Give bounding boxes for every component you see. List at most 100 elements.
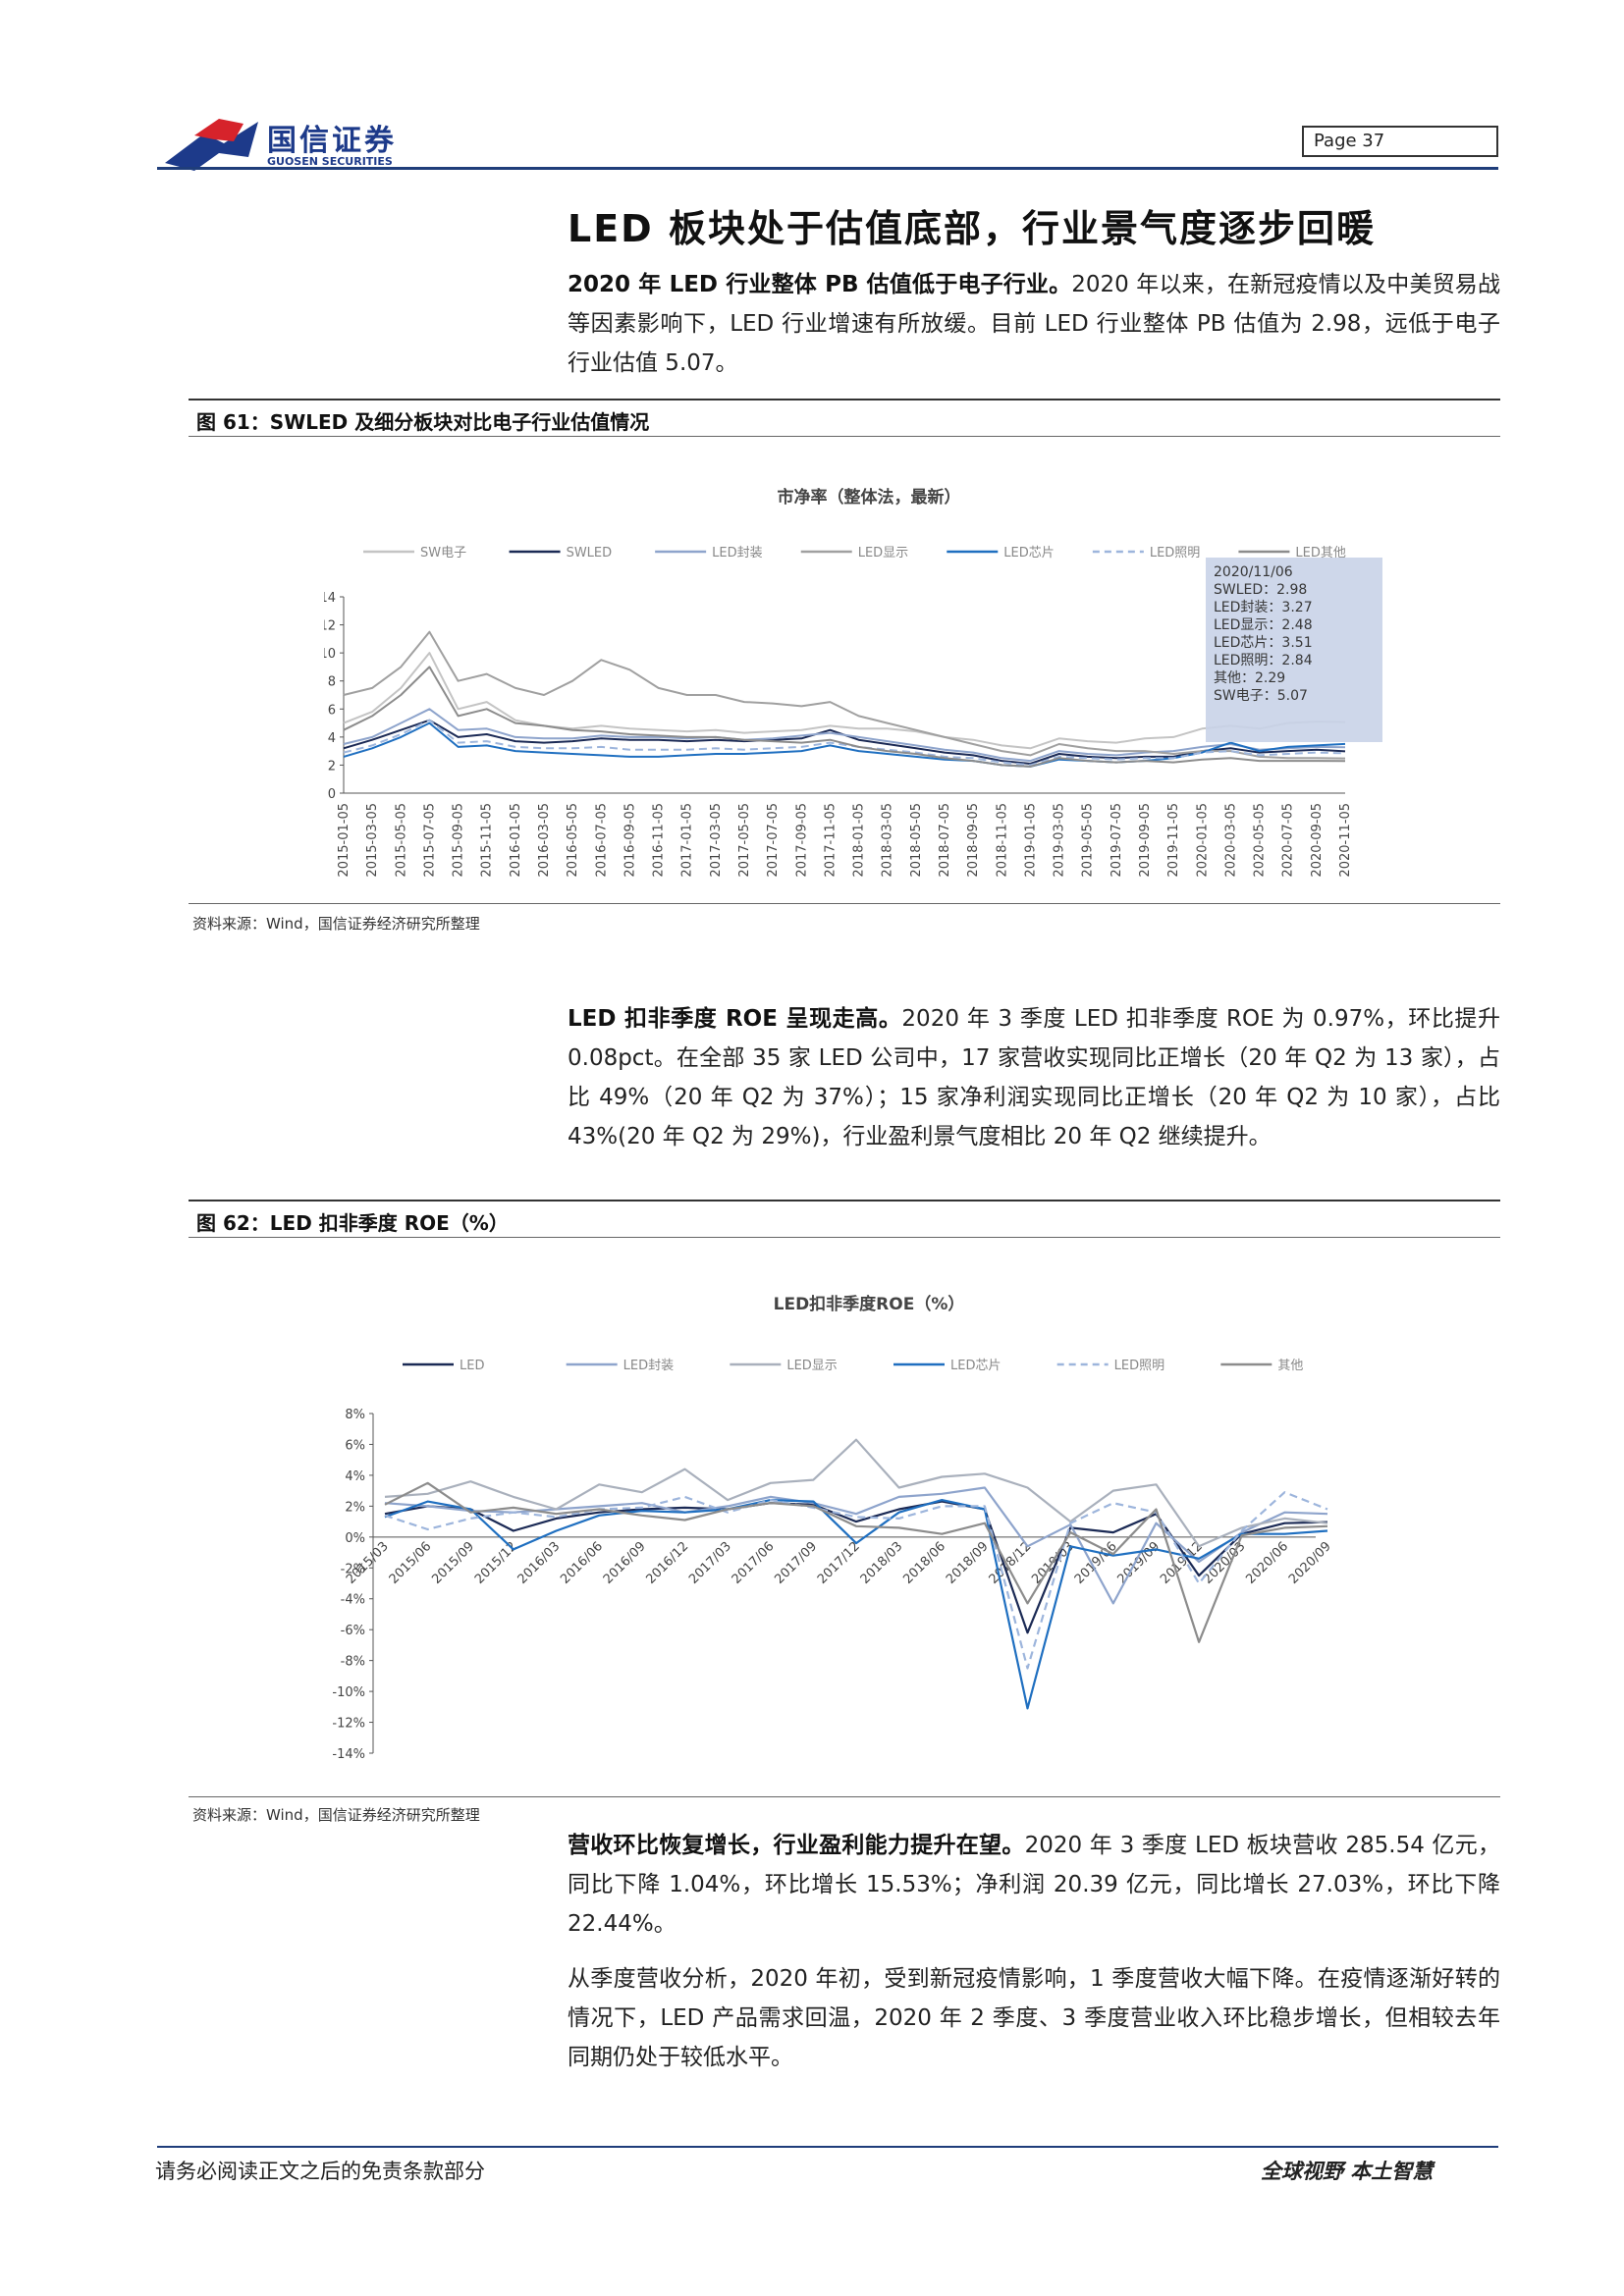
figure-61-bottom-rule — [189, 903, 1500, 904]
legend-label: LED照明 — [1114, 1359, 1164, 1373]
y-tick-label: 12 — [324, 619, 336, 634]
logo-text-cn: 国信证券 — [267, 124, 397, 158]
legend-label: LED显示 — [786, 1359, 837, 1373]
legend-label: LED其他 — [1295, 546, 1345, 561]
paragraph-2-text: 2020 年 3 季度 LED 扣非季度 ROE 为 0.97%，环比提升 0.… — [568, 1006, 1500, 1149]
chart-title: LED扣非季度ROE（%） — [774, 1294, 965, 1314]
y-tick-label: 2 — [328, 759, 336, 774]
paragraph-2-lead: LED 扣非季度 ROE 呈现走高。 — [568, 1006, 902, 1032]
footer-rule — [157, 2146, 1498, 2148]
y-tick-label: -14% — [332, 1747, 365, 1762]
series-line — [384, 1491, 1328, 1670]
x-tick-label: 2015/06 — [387, 1539, 435, 1587]
x-tick-label: 2020-09-05 — [1310, 803, 1325, 878]
x-tick-label: 2017-03-05 — [709, 803, 724, 878]
x-tick-label: 2019/09 — [1114, 1539, 1163, 1587]
series-line — [343, 708, 1346, 763]
figure-62-top-rule — [189, 1200, 1500, 1201]
y-tick-label: 6% — [345, 1438, 365, 1453]
series-line — [343, 666, 1346, 768]
x-tick-label: 2019-07-05 — [1110, 803, 1124, 878]
x-tick-label: 2020-11-05 — [1338, 803, 1353, 878]
x-tick-label: 2015-09-05 — [452, 803, 466, 878]
y-tick-label: 4 — [328, 731, 336, 746]
x-tick-label: 2017/06 — [730, 1539, 778, 1587]
x-tick-label: 2018/09 — [944, 1539, 992, 1587]
figure-62-bottom-rule — [189, 1796, 1500, 1797]
x-tick-label: 2015-11-05 — [480, 803, 495, 878]
tooltip-line: LED芯片：3.51 — [1214, 635, 1313, 651]
x-tick-label: 2016/12 — [643, 1539, 691, 1587]
legend-label: LED封装 — [623, 1359, 674, 1373]
x-tick-label: 2018-11-05 — [995, 803, 1009, 878]
legend-label: LED芯片 — [1003, 546, 1054, 561]
x-tick-label: 2016-09-05 — [623, 803, 637, 878]
x-tick-label: 2018-01-05 — [852, 803, 867, 878]
legend-label: 其他 — [1277, 1359, 1303, 1373]
guosen-logo-icon — [165, 119, 258, 171]
series-line — [384, 1438, 1328, 1548]
figure-61-caption-rule — [189, 436, 1500, 437]
y-tick-label: -4% — [341, 1593, 365, 1608]
y-tick-label: 8% — [345, 1408, 365, 1422]
y-tick-label: -2% — [341, 1562, 365, 1576]
series-line — [343, 652, 1346, 750]
tooltip-line: SW电子：5.07 — [1214, 688, 1308, 704]
x-tick-label: 2015-07-05 — [422, 803, 437, 878]
x-tick-label: 2016/06 — [558, 1539, 606, 1587]
legend-label: SWLED — [567, 546, 613, 561]
x-tick-label: 2016-01-05 — [509, 803, 523, 878]
figure-61-source: 资料来源：Wind，国信证券经济研究所整理 — [192, 915, 480, 933]
x-tick-label: 2020-05-05 — [1253, 803, 1268, 878]
figure-62-caption: 图 62：LED 扣非季度 ROE（%） — [196, 1211, 509, 1235]
y-tick-label: 0% — [345, 1531, 365, 1546]
y-tick-label: -10% — [332, 1685, 365, 1700]
paragraph-3-text: 2020 年 3 季度 LED 板块营收 285.54 亿元，同比下降 1.04… — [568, 1833, 1500, 1937]
legend-label: LED显示 — [858, 546, 908, 561]
paragraph-3-lead: 营收环比恢复增长，行业盈利能力提升在望。 — [568, 1833, 1025, 1858]
pb-valuation-chart: 市净率（整体法，最新） SW电子 SWLED LED封装 LED显示 LED芯片 LED照明… — [324, 487, 1353, 878]
x-tick-label: 2015-01-05 — [337, 803, 352, 878]
x-tick-label: 2016/09 — [601, 1539, 649, 1587]
x-tick-label: 2015/12 — [472, 1539, 520, 1587]
chart-title: 市净率（整体法，最新） — [778, 487, 961, 507]
disclaimer-note: 请务必阅读正文之后的免责条款部分 — [155, 2160, 485, 2183]
tooltip-line: 其他：2.29 — [1214, 670, 1286, 686]
chart-tooltip: 2020/11/06 SWLED：2.98 LED封装：3.27 LED显示：2… — [1206, 558, 1382, 742]
x-tick-label: 2020-07-05 — [1281, 803, 1296, 878]
paragraph-1-text: 2020 年以来，在新冠疫情以及中美贸易战等因素影响下，LED 行业增速有所放缓… — [568, 272, 1500, 376]
series-line — [343, 721, 1346, 768]
x-tick-label: 2017-11-05 — [823, 803, 838, 878]
y-tick-label: -8% — [341, 1655, 365, 1670]
x-tick-label: 2018/03 — [858, 1539, 906, 1587]
x-tick-label: 2018-09-05 — [966, 803, 981, 878]
y-tick-label: 2% — [345, 1500, 365, 1515]
y-tick-label: 10 — [324, 647, 336, 662]
y-tick-label: 0 — [328, 787, 336, 802]
x-tick-label: 2016-03-05 — [537, 803, 552, 878]
y-tick-label: 4% — [345, 1469, 365, 1484]
x-tick-label: 2017/09 — [772, 1539, 820, 1587]
x-tick-label: 2015-03-05 — [365, 803, 380, 878]
x-tick-label: 2019-11-05 — [1166, 803, 1181, 878]
legend-label: LED芯片 — [950, 1359, 1001, 1373]
x-tick-label: 2019-03-05 — [1053, 803, 1067, 878]
figure-61-top-rule — [189, 399, 1500, 400]
x-tick-label: 2019-01-05 — [1023, 803, 1038, 878]
y-tick-label: 14 — [324, 591, 336, 606]
x-tick-label: 2016-11-05 — [652, 803, 667, 878]
header-rule — [157, 167, 1498, 170]
paragraph-1-lead: 2020 年 LED 行业整体 PB 估值低于电子行业。 — [568, 272, 1072, 297]
x-tick-label: 2020-03-05 — [1223, 803, 1238, 878]
x-tick-label: 2017-09-05 — [794, 803, 809, 878]
paragraph-1: 2020 年 LED 行业整体 PB 估值低于电子行业。2020 年以来，在新冠… — [568, 265, 1500, 383]
x-tick-label: 2017-07-05 — [766, 803, 781, 878]
tooltip-line: LED照明：2.84 — [1214, 653, 1313, 668]
y-tick-label: 8 — [328, 675, 336, 690]
section-title: LED 板块处于估值底部，行业景气度逐步回暖 — [568, 207, 1376, 250]
paragraph-3: 营收环比恢复增长，行业盈利能力提升在望。2020 年 3 季度 LED 板块营收… — [568, 1826, 1500, 1944]
logo-text-en: GUOSEN SECURITIES — [267, 155, 393, 168]
x-tick-label: 2015/09 — [429, 1539, 477, 1587]
page-number: Page 37 — [1302, 126, 1498, 157]
x-tick-label: 2019-09-05 — [1138, 803, 1153, 878]
